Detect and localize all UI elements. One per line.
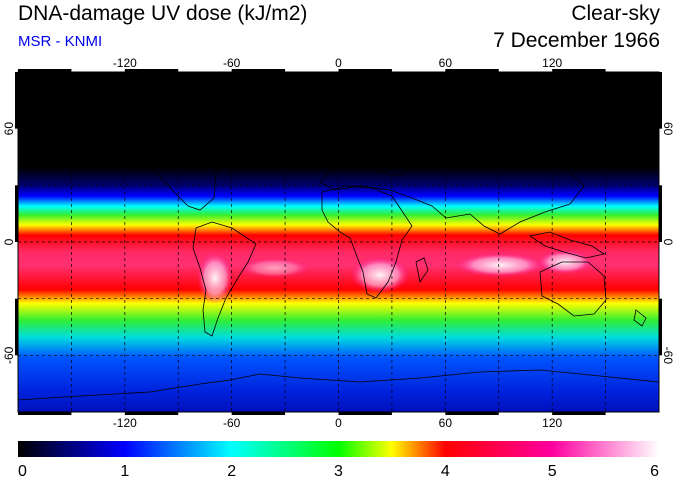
australia-coast xyxy=(539,261,607,317)
greenland-coast xyxy=(237,109,273,133)
lon-label-top: 0 xyxy=(335,56,342,70)
colorbar-tick-label: 2 xyxy=(227,463,236,480)
south-america-coast xyxy=(192,221,257,337)
new-zealand-coast xyxy=(633,309,647,327)
colorbar-tick-label: 0 xyxy=(18,463,27,480)
africa-coast xyxy=(321,185,413,299)
south-atlantic-hotspot xyxy=(240,258,310,278)
eurasia-coast xyxy=(319,153,585,235)
colorbar-tick-label: 1 xyxy=(120,463,129,480)
madagascar-coast xyxy=(415,257,429,284)
colorbar-tick-label: 3 xyxy=(334,463,343,480)
lat-label-right: -60 xyxy=(661,347,675,365)
lon-label-bottom: 60 xyxy=(439,416,453,430)
lon-label-bottom: 0 xyxy=(335,416,342,430)
indian-ocean-hotspot xyxy=(455,253,545,277)
lon-label-top: 120 xyxy=(542,56,562,70)
colorbar-tick-label: 4 xyxy=(441,463,450,480)
lon-label-bottom: -120 xyxy=(113,416,137,430)
colorbar-tick-label: 5 xyxy=(548,463,557,480)
frame-segments xyxy=(15,69,662,415)
coastlines xyxy=(18,107,659,401)
lon-label-top: -60 xyxy=(223,56,241,70)
colorbar-labels: 0 1 2 3 4 5 6 xyxy=(18,463,659,480)
indonesia-coast xyxy=(528,231,606,259)
sky-condition-label: Clear-sky xyxy=(571,2,660,25)
graticule xyxy=(18,72,659,412)
lon-label-top: -120 xyxy=(113,56,137,70)
lon-label-top: 60 xyxy=(439,56,453,70)
colorbar-tick-label: 6 xyxy=(650,463,659,480)
date-label: 7 December 1966 xyxy=(493,29,660,52)
antarctica-coast xyxy=(18,369,659,401)
colorbar xyxy=(18,441,659,457)
source-label: MSR - KNMI xyxy=(18,33,103,50)
lon-label-bottom: 120 xyxy=(542,416,562,430)
axis-labels: -120 -120 -60 -60 0 0 60 60 120 120 60 60 0 0 -60 -60 xyxy=(2,56,675,430)
north-america-coast xyxy=(66,107,256,211)
lat-label-right: 0 xyxy=(661,239,675,246)
lat-label-left: 60 xyxy=(2,122,16,136)
lat-label-left: -60 xyxy=(2,346,16,364)
lat-label-right: 60 xyxy=(661,122,675,136)
lat-label-left: 0 xyxy=(2,238,16,245)
lon-label-bottom: -60 xyxy=(223,416,241,430)
map-title: DNA-damage UV dose (kJ/m2) xyxy=(18,2,308,25)
